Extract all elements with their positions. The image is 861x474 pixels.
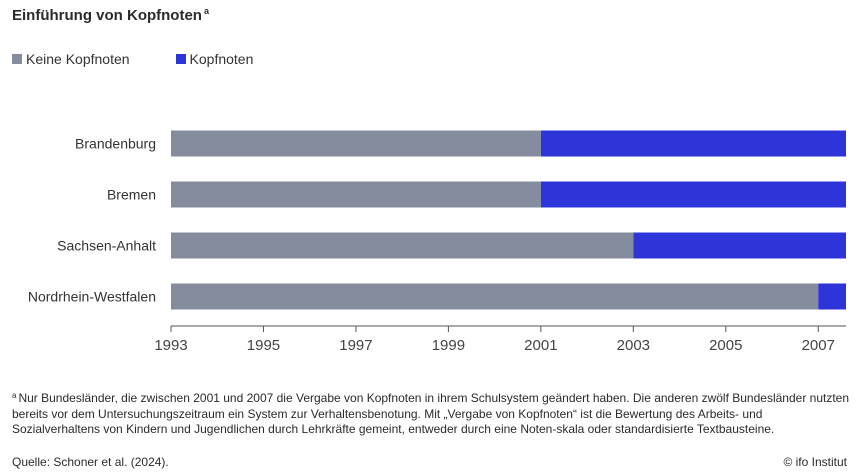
x-tick-label-2001: 2001 (524, 337, 557, 354)
footnote: a Nur Bundesländer, die zwischen 2001 und… (12, 388, 852, 438)
legend-item-kopfnoten: Kopfnoten (175, 51, 254, 67)
chart-legend: Keine Kopfnoten Kopfnoten (12, 51, 299, 67)
source-note: Quelle: Schoner et al. (2024). (12, 455, 169, 469)
legend-label-keine-kopfnoten: Keine Kopfnoten (26, 51, 130, 67)
x-tick-label-1997: 1997 (339, 337, 372, 354)
credit-note: © ifo Institut (783, 455, 847, 469)
title-footnote-marker: a (203, 6, 209, 16)
x-tick-label-2003: 2003 (617, 337, 650, 354)
bar-kopfnoten-sachsen-anhalt (633, 232, 846, 259)
x-tick-label-2005: 2005 (709, 337, 742, 354)
bar-kopfnoten-brandenburg (540, 130, 846, 157)
x-tick-label-1995: 1995 (247, 337, 280, 354)
x-tick-label-2007: 2007 (802, 337, 835, 354)
bar-keine-kopfnoten-sachsen-anhalt (171, 232, 634, 259)
category-label-sachsen-anhalt: Sachsen-Anhalt (57, 238, 156, 254)
footnote-text: Nur Bundesländer, die zwischen 2001 und … (12, 391, 850, 436)
bar-keine-kopfnoten-nordrhein-westfalen (171, 283, 819, 310)
bar-keine-kopfnoten-brandenburg (171, 130, 541, 157)
category-label-bremen: Bremen (107, 187, 156, 203)
category-label-nordrhein-westfalen: Nordrhein-Westfalen (28, 289, 156, 305)
category-label-brandenburg: Brandenburg (75, 136, 156, 152)
legend-item-keine-kopfnoten: Keine Kopfnoten (12, 51, 130, 67)
bar-kopfnoten-nordrhein-westfalen (818, 283, 846, 310)
legend-swatch-keine-kopfnoten (12, 54, 22, 64)
legend-swatch-kopfnoten (175, 54, 186, 64)
footnote-marker: a (12, 391, 17, 400)
x-tick-label-1999: 1999 (432, 337, 465, 354)
bar-keine-kopfnoten-bremen (171, 181, 541, 208)
bar-chart: Brandenburg Bremen Sachsen-Anhalt Nordrhein… (28, 130, 846, 354)
x-tick-label-1993: 1993 (154, 337, 187, 354)
chart-title: Einführung von Kopfnoten a (12, 6, 209, 24)
bar-kopfnoten-bremen (540, 181, 846, 208)
legend-label-kopfnoten: Kopfnoten (189, 51, 254, 67)
